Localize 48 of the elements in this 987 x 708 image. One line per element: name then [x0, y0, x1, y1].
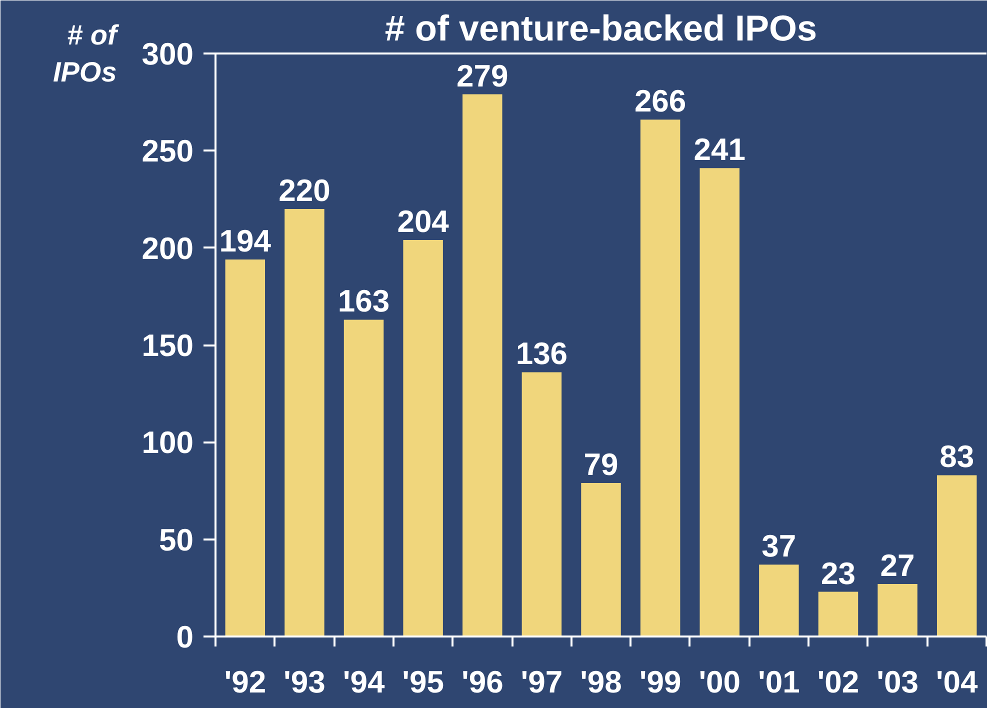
y-tick-label: 0: [176, 620, 194, 654]
bar: [936, 475, 977, 636]
bar: [640, 120, 680, 636]
bar: [878, 584, 918, 636]
bar: [344, 320, 384, 636]
data-label: 204: [397, 204, 450, 240]
x-tick-label: '96: [461, 664, 504, 700]
x-tick-label: '98: [580, 664, 622, 700]
x-tick-label: '02: [817, 664, 860, 700]
y-tick-label: 200: [142, 230, 194, 266]
data-label: 279: [456, 58, 508, 94]
x-tick-label: '95: [402, 664, 444, 700]
data-label: 23: [820, 556, 856, 591]
bar: [700, 168, 740, 636]
x-tick-label: '01: [758, 664, 800, 700]
data-label: 194: [219, 223, 272, 258]
x-tick-label: '03: [876, 664, 918, 700]
y-tick-label: 50: [159, 522, 194, 558]
y-tick-label: 300: [142, 36, 194, 72]
x-tick-label: '99: [639, 664, 682, 700]
data-label: 83: [940, 439, 974, 474]
x-tick-label: '92: [224, 664, 266, 700]
data-label: 266: [634, 84, 686, 119]
bar: [522, 372, 562, 636]
y-tick-label: 100: [142, 425, 194, 460]
y-axis-title: # of IPOs: [52, 19, 120, 88]
chart-title: # of venture-backed IPOs: [384, 8, 818, 48]
bar: [284, 208, 324, 636]
x-tick-label: '94: [342, 664, 386, 700]
data-label: 79: [584, 446, 618, 482]
data-label: 37: [762, 528, 796, 564]
y-tick-label: 150: [142, 328, 194, 363]
bar: [403, 240, 443, 636]
x-tick-label: '97: [520, 664, 563, 700]
x-tick-label: '04: [936, 664, 979, 700]
bar: [581, 482, 621, 636]
bar: [759, 564, 799, 636]
data-label: 220: [278, 172, 330, 208]
data-label: 136: [516, 336, 568, 372]
x-tick-label: '00: [698, 664, 741, 700]
x-tick-label: '93: [284, 664, 326, 700]
data-label: 163: [338, 284, 390, 319]
data-label: 241: [694, 132, 746, 168]
bar: [225, 259, 266, 636]
bar: [818, 592, 858, 636]
bar: [462, 94, 502, 636]
y-tick-label: 250: [142, 134, 194, 169]
data-label: 27: [880, 548, 915, 584]
